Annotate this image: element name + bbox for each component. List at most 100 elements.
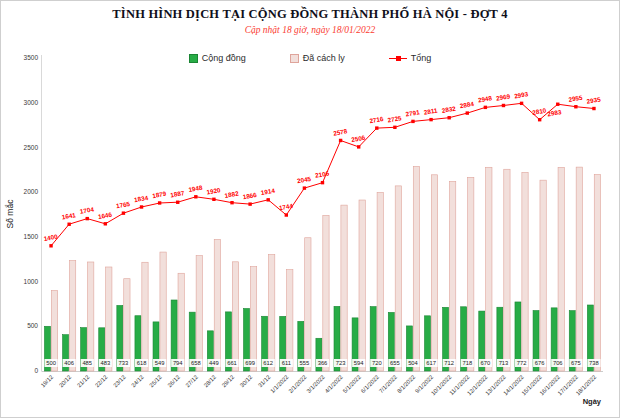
community-value-label: 772: [517, 360, 527, 366]
total-value-label: 2716: [369, 115, 385, 124]
chart-figure: { "header": { "title": "TÌNH HÌNH DỊCH T…: [0, 0, 620, 418]
legend-item-quarantined: Đã cách ly: [290, 53, 345, 63]
bar-quarantined: [504, 169, 510, 371]
total-value-label: 1641: [61, 211, 77, 220]
y-tick-label: 500: [27, 322, 38, 329]
total-value-label: 2983: [547, 108, 563, 117]
legend-label-quarantined: Đã cách ly: [303, 53, 345, 63]
bar-quarantined: [377, 193, 383, 371]
x-tick-label: 30/12: [239, 374, 254, 389]
bar-quarantined: [214, 239, 220, 371]
bar-quarantined: [540, 180, 546, 371]
community-value-label: 661: [227, 360, 237, 366]
bar-quarantined: [486, 167, 492, 371]
total-value-label: 1914: [260, 187, 276, 196]
x-tick-label: 23/12: [112, 374, 127, 389]
bar-quarantined: [305, 238, 311, 371]
community-value-label: 699: [245, 360, 255, 366]
x-tick-label: 6/1/2022: [360, 374, 380, 394]
x-tick-label: 2/1/2022: [287, 374, 307, 394]
quarantined-swatch-icon: [290, 54, 299, 63]
community-value-label: 670: [481, 360, 491, 366]
x-tick-label: 20/12: [58, 374, 73, 389]
total-value-label: 1704: [79, 205, 95, 214]
community-value-label: 658: [191, 360, 201, 366]
x-tick-label: 29/12: [221, 374, 236, 389]
total-marker: [248, 202, 251, 205]
bar-quarantined: [88, 262, 94, 371]
total-value-label: 1948: [188, 184, 204, 193]
total-value-label: 1765: [115, 200, 131, 209]
community-value-label: 713: [499, 360, 509, 366]
total-value-label: 2725: [387, 114, 403, 123]
x-tick-label: 24/12: [130, 374, 145, 389]
community-value-label: 483: [101, 360, 111, 366]
total-value-label: 1887: [170, 189, 186, 198]
x-tick-label: 8/1/2022: [396, 374, 416, 394]
community-value-label: 406: [64, 360, 74, 366]
community-value-label: 594: [354, 360, 364, 366]
bar-quarantined: [250, 267, 256, 371]
total-marker: [466, 111, 469, 114]
total-value-label: 1646: [97, 211, 113, 220]
bar-quarantined: [395, 186, 401, 371]
total-value-label: 2969: [496, 92, 512, 101]
y-tick-label: 1000: [24, 278, 39, 285]
community-value-label: 675: [571, 360, 581, 366]
total-marker: [67, 223, 70, 226]
bar-quarantined: [359, 200, 365, 371]
y-tick-label: 2500: [24, 144, 39, 151]
community-value-label: 738: [589, 360, 599, 366]
total-marker: [104, 222, 107, 225]
bar-quarantined: [558, 167, 564, 371]
total-marker: [538, 118, 541, 121]
total-value-label: 1920: [206, 186, 222, 195]
bar-quarantined: [287, 270, 293, 371]
y-tick-label: 3000: [24, 99, 39, 106]
total-value-label: 2993: [514, 90, 530, 99]
total-value-label: 1882: [224, 189, 240, 198]
total-value-label: 2935: [586, 95, 602, 104]
chart-subtitle: Cập nhật 18 giờ, ngày 18/01/2022: [0, 25, 620, 35]
x-tick-label: 28/12: [203, 374, 218, 389]
community-value-label: 549: [155, 360, 165, 366]
total-value-label: 2045: [296, 175, 312, 184]
community-value-label: 723: [336, 360, 346, 366]
total-value-label: 2955: [568, 94, 584, 103]
total-line-swatch-icon: [389, 54, 407, 63]
total-marker: [285, 213, 288, 216]
total-value-label: 2578: [333, 127, 349, 136]
community-value-label: 676: [535, 360, 545, 366]
bar-quarantined: [449, 181, 455, 371]
bar-quarantined: [468, 177, 474, 371]
community-value-label: 718: [462, 360, 472, 366]
x-tick-label: 26/12: [166, 374, 181, 389]
x-tick-label: 4/1/2022: [324, 374, 344, 394]
total-marker: [484, 106, 487, 109]
total-marker: [176, 201, 179, 204]
community-value-label: 618: [137, 360, 147, 366]
x-tick-label: 27/12: [185, 374, 200, 389]
x-tick-label: 19/12: [40, 374, 55, 389]
bar-quarantined: [232, 262, 238, 371]
total-marker: [502, 104, 505, 107]
bar-quarantined: [522, 172, 528, 371]
total-marker: [122, 211, 125, 214]
total-marker: [429, 118, 432, 121]
total-value-label: 2791: [405, 108, 421, 117]
community-value-label: 720: [372, 360, 382, 366]
bar-quarantined: [413, 166, 419, 371]
bar-quarantined: [69, 261, 75, 371]
community-value-label: 712: [444, 360, 454, 366]
total-value-label: 2884: [459, 100, 475, 109]
community-value-label: 500: [46, 360, 56, 366]
x-tick-label: 25/12: [148, 374, 163, 389]
total-marker: [140, 205, 143, 208]
total-value-label: 2811: [423, 106, 438, 115]
community-value-label: 449: [209, 360, 219, 366]
total-marker: [592, 107, 595, 110]
community-value-label: 555: [300, 360, 310, 366]
chart-legend: Cộng đồng Đã cách ly Tổng: [0, 53, 620, 63]
bar-quarantined: [142, 262, 148, 371]
total-value-label: 2810: [532, 106, 548, 115]
